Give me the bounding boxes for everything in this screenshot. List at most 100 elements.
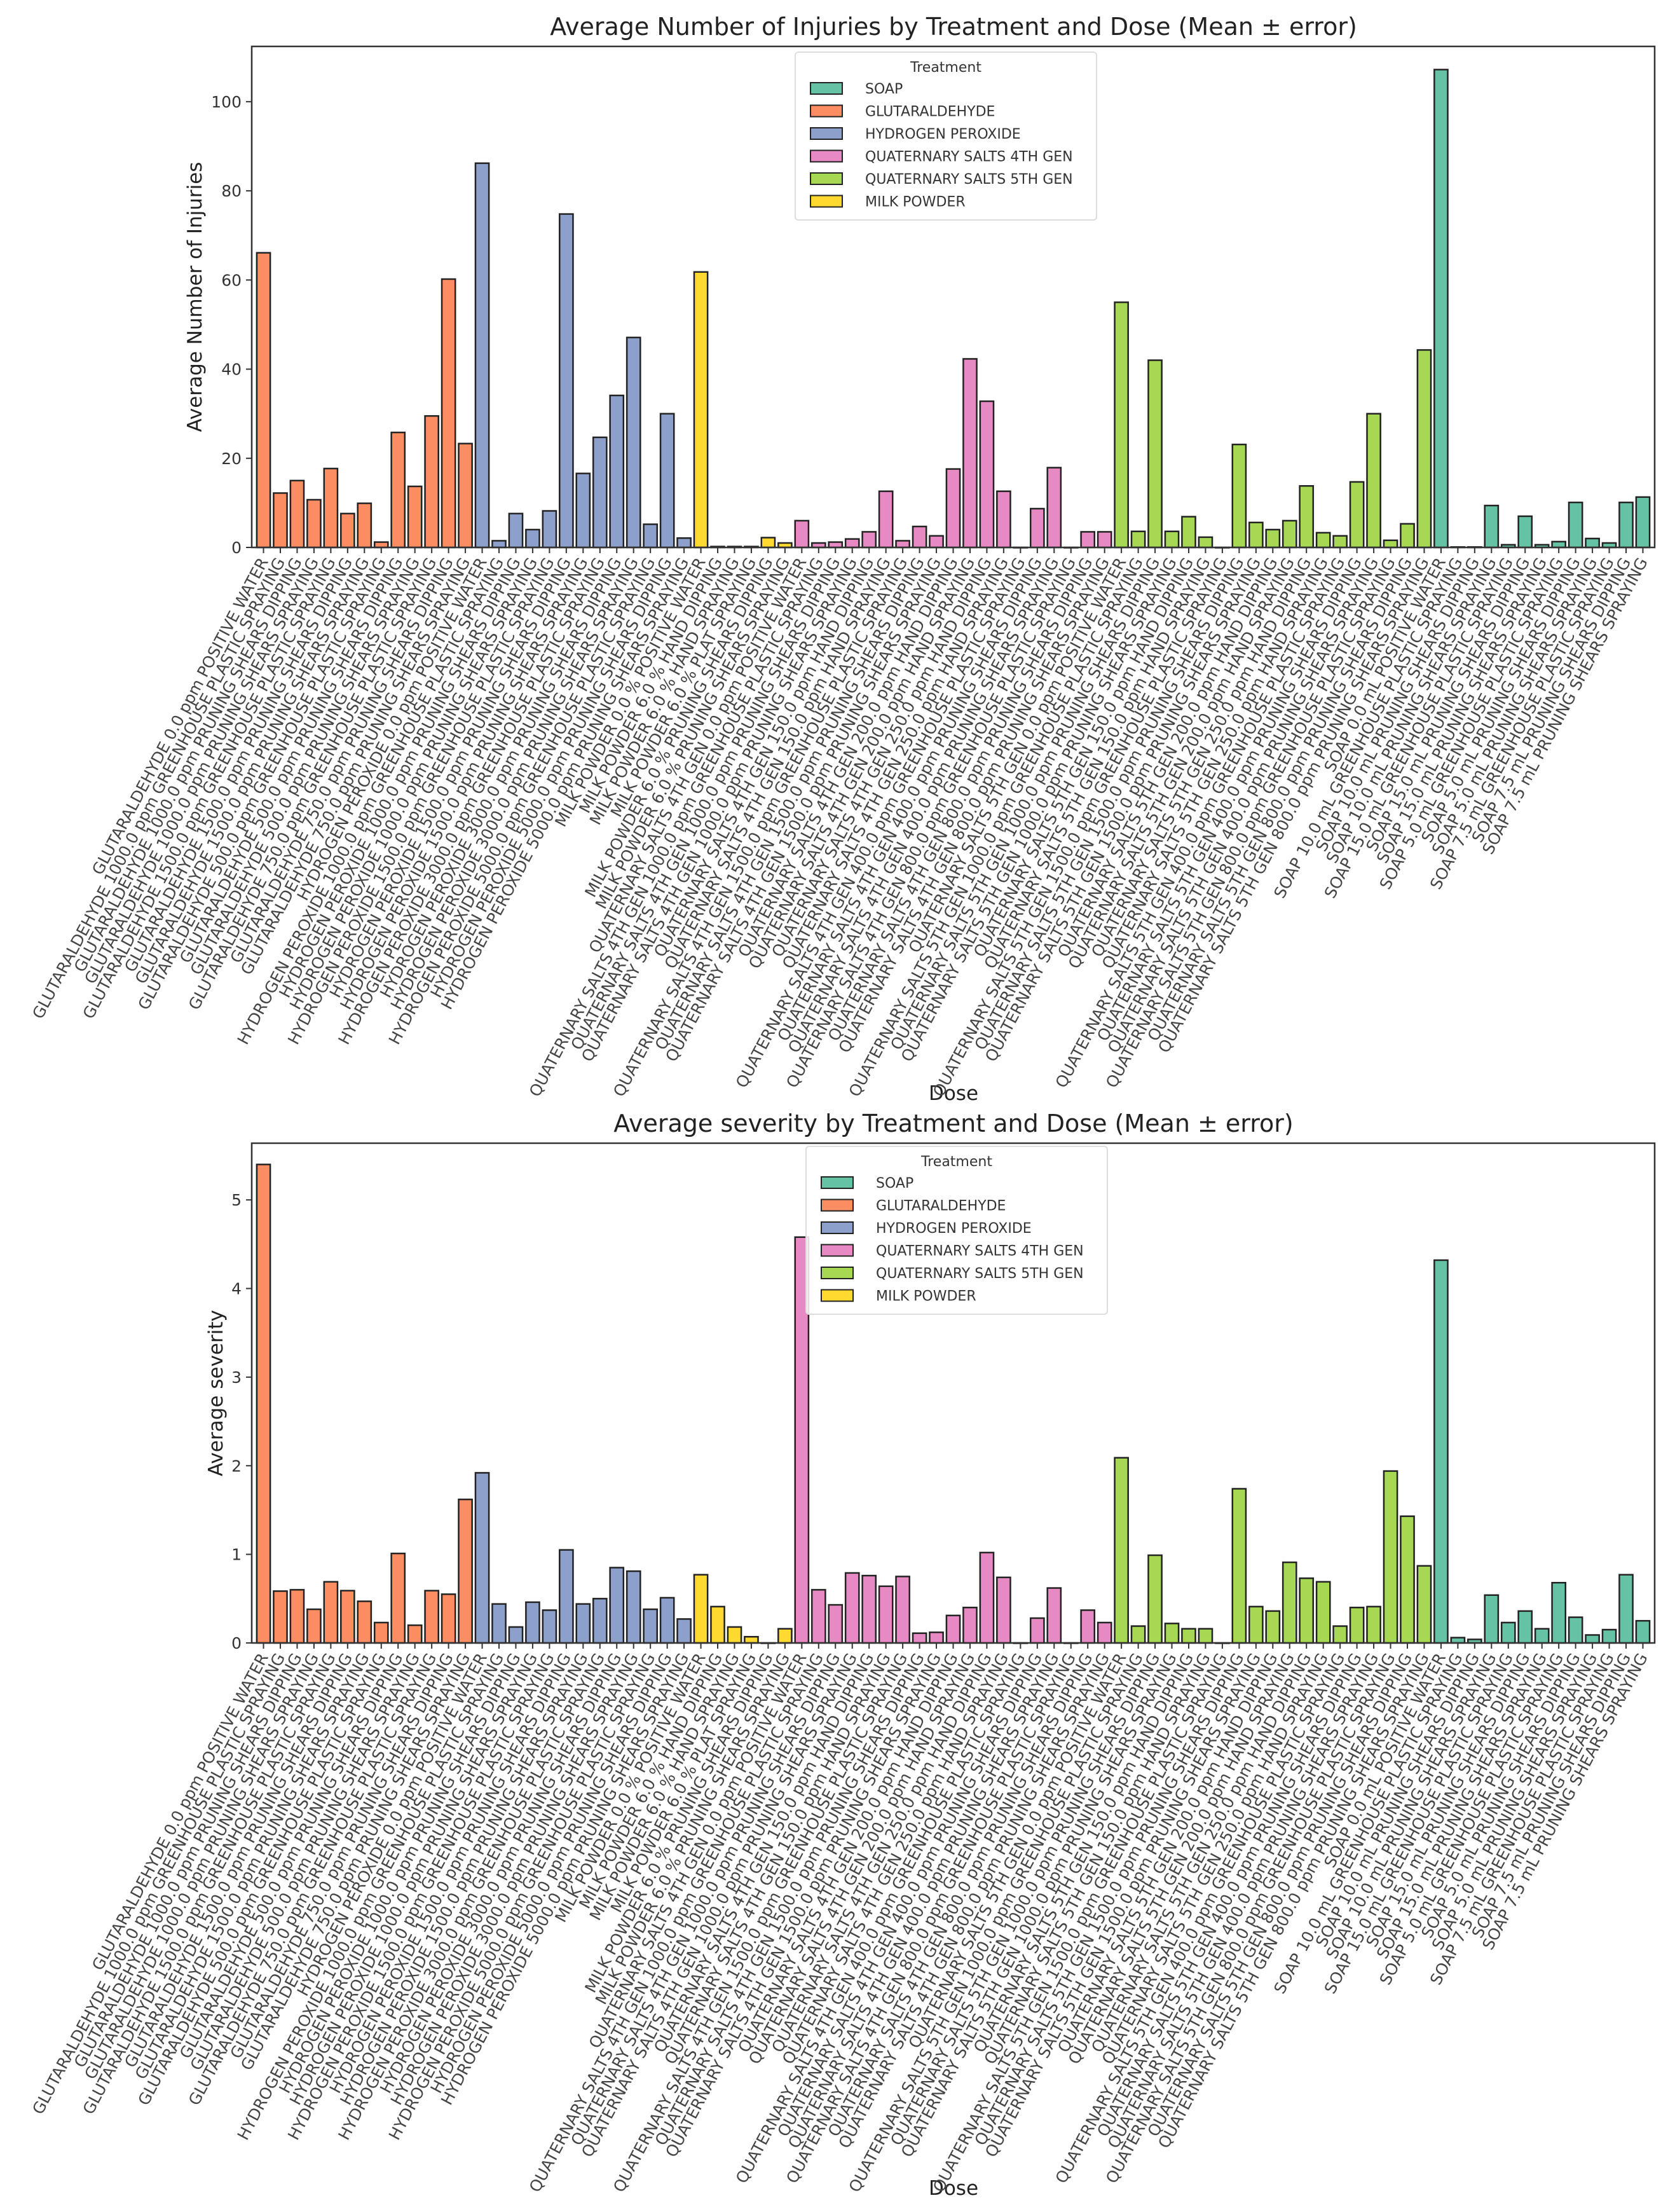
bar [1585, 1634, 1600, 1644]
bar [575, 1603, 591, 1644]
bar [323, 467, 339, 549]
y-tick-label: 20 [221, 450, 242, 468]
bar [895, 1576, 910, 1644]
bar [1534, 1628, 1550, 1644]
bar [592, 436, 608, 549]
bar [626, 336, 641, 549]
bar [575, 472, 591, 549]
legend-swatch [821, 1176, 854, 1189]
bar [357, 502, 373, 549]
legend-swatch [821, 1289, 854, 1302]
bar [1198, 1628, 1214, 1644]
legend-swatch [810, 149, 843, 163]
bar [542, 1609, 557, 1644]
bar [1097, 531, 1112, 549]
bar [710, 1605, 725, 1644]
bar [844, 1572, 860, 1644]
bar [945, 468, 961, 549]
bar [693, 1574, 709, 1644]
bar [1416, 349, 1432, 549]
bar [929, 535, 944, 549]
y-tick-label: 0 [231, 539, 242, 557]
bar [441, 1593, 456, 1644]
y-tick-label: 3 [231, 1368, 242, 1387]
bar [844, 538, 860, 549]
bar [424, 415, 439, 549]
bar [559, 213, 574, 549]
bar [979, 400, 995, 549]
bar [256, 252, 271, 549]
bar [1332, 535, 1348, 549]
bar [458, 443, 473, 549]
bar [1046, 467, 1062, 549]
bar [340, 512, 355, 549]
legend-label: GLUTARALDEHYDE [876, 1199, 1006, 1214]
legend-label: HYDROGEN PEROXIDE [876, 1221, 1032, 1237]
bar [878, 490, 894, 549]
bar [1568, 501, 1583, 549]
bar [407, 485, 423, 549]
legend-label: SOAP [876, 1176, 913, 1192]
bar [1315, 532, 1331, 549]
legend-label: QUATERNARY SALTS 5TH GEN [876, 1266, 1084, 1282]
y-tick-label: 2 [231, 1457, 242, 1475]
bar [1618, 501, 1634, 549]
bar [962, 1607, 978, 1644]
bar [1601, 1628, 1617, 1644]
bar [912, 525, 927, 549]
bar [323, 1581, 339, 1644]
bar [1383, 1470, 1398, 1644]
legend-swatch [821, 1267, 854, 1279]
bar [1315, 1581, 1331, 1644]
bar [1349, 481, 1365, 549]
bar [508, 1626, 524, 1644]
y-tick-label: 1 [231, 1546, 242, 1564]
bar [676, 1618, 692, 1644]
bar [289, 479, 305, 549]
bar [273, 1590, 288, 1644]
severity-chart: Average severity by Treatment and Dose (… [29, 1109, 1656, 2200]
bar [643, 523, 659, 549]
y-tick-label: 80 [221, 182, 242, 200]
bar [609, 1567, 625, 1644]
bar [491, 1603, 507, 1644]
bar [1198, 536, 1214, 549]
bar [962, 358, 978, 549]
bar [1029, 507, 1045, 549]
legend-label: HYDROGEN PEROXIDE [865, 127, 1021, 142]
bar [373, 1621, 389, 1644]
bar [1500, 1621, 1516, 1644]
legend-swatch [810, 172, 843, 185]
legend-label: QUATERNARY SALTS 4TH GEN [865, 149, 1073, 165]
bar [390, 431, 406, 549]
legend: Treatment SOAP GLUTARALDEHYDE HYDROGEN PERO… [805, 1146, 1108, 1315]
bar [1265, 528, 1281, 549]
bar [491, 540, 507, 549]
bar [407, 1624, 423, 1644]
bar [794, 519, 810, 549]
bar [1635, 496, 1651, 549]
bar [1080, 1609, 1096, 1644]
bar [390, 1552, 406, 1644]
legend: Treatment SOAP GLUTARALDEHYDE HYDROGEN PERO… [795, 52, 1097, 221]
bar [676, 537, 692, 549]
bar [1248, 521, 1264, 549]
bar [289, 1589, 305, 1644]
legend-label: GLUTARALDEHYDE [865, 104, 995, 120]
bar [1130, 1625, 1146, 1644]
legend-swatch [810, 127, 843, 140]
bar [1484, 504, 1500, 549]
bar [373, 541, 389, 549]
bar [693, 271, 709, 549]
bar [1164, 1623, 1180, 1644]
bar [945, 1614, 961, 1644]
bar [643, 1608, 659, 1644]
bar [979, 1551, 995, 1644]
bar [1349, 1607, 1365, 1644]
bar [609, 394, 625, 549]
bar [1551, 540, 1566, 549]
bar [1450, 1637, 1466, 1644]
chart-title: Average Number of Injuries by Treatment … [550, 13, 1357, 41]
chart-title: Average severity by Treatment and Dose (… [613, 1109, 1293, 1137]
y-tick-label: 5 [231, 1191, 242, 1209]
